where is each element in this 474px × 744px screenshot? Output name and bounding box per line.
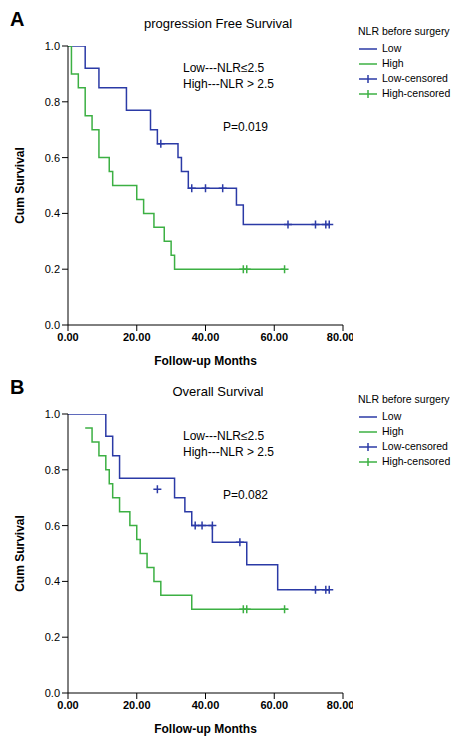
svg-text:60.00: 60.00: [260, 699, 288, 711]
html-text:High-censored: High-censored: [382, 455, 451, 467]
html-text:P=0.082: P=0.082: [223, 488, 268, 502]
html-text:High: High: [382, 57, 404, 69]
svg-text:0.4: 0.4: [45, 575, 60, 587]
svg-text:Follow-up Months: Follow-up Months: [154, 354, 257, 368]
html-text:A: A: [10, 8, 25, 30]
svg-text:Cum Survival: Cum Survival: [13, 515, 27, 592]
svg-text:0.8: 0.8: [45, 464, 60, 476]
html-text:High: High: [382, 425, 404, 437]
svg-text:0.6: 0.6: [45, 152, 60, 164]
svg-text:1.0: 1.0: [45, 40, 60, 52]
html-text:Overall Survival: Overall Survival: [172, 384, 264, 399]
html-text:Low-censored: Low-censored: [382, 72, 448, 84]
html-text:Low---NLR≤2.5: Low---NLR≤2.5: [183, 61, 265, 75]
svg-text:0.6: 0.6: [45, 520, 60, 532]
svg-text:0.2: 0.2: [45, 263, 60, 275]
svg-text:0.4: 0.4: [45, 207, 60, 219]
svg-text:0.0: 0.0: [45, 319, 60, 331]
svg-text:20.00: 20.00: [123, 699, 151, 711]
svg-text:80.00: 80.00: [327, 699, 353, 711]
html-text:High---NLR > 2.5: High---NLR > 2.5: [183, 445, 274, 459]
svg-text:0.0: 0.0: [45, 687, 60, 699]
svg-text:0.8: 0.8: [45, 96, 60, 108]
svg-text:1.0: 1.0: [45, 408, 60, 420]
html-text:High---NLR > 2.5: High---NLR > 2.5: [183, 77, 274, 91]
svg-text:0.00: 0.00: [57, 699, 78, 711]
html-text:Low-censored: Low-censored: [382, 440, 448, 452]
html-text:NLR before surgery: NLR before surgery: [358, 393, 450, 405]
html-text:P=0.019: P=0.019: [223, 120, 268, 134]
svg-text:80.00: 80.00: [327, 331, 353, 343]
html-text:High-censored: High-censored: [382, 87, 451, 99]
html-text:Low: Low: [382, 42, 402, 54]
html-text:Low: Low: [382, 410, 402, 422]
html-text:progression Free Survival: progression Free Survival: [143, 16, 293, 31]
html-text:Low---NLR≤2.5: Low---NLR≤2.5: [183, 429, 265, 443]
svg-text:Cum Survival: Cum Survival: [13, 147, 27, 224]
svg-text:20.00: 20.00: [123, 331, 151, 343]
html-text:NLR before surgery: NLR before surgery: [358, 25, 450, 37]
svg-text:0.2: 0.2: [45, 631, 60, 643]
svg-text:40.00: 40.00: [192, 699, 220, 711]
svg-text:0.00: 0.00: [57, 331, 78, 343]
svg-text:60.00: 60.00: [260, 331, 288, 343]
svg-text:Follow-up Months: Follow-up Months: [154, 722, 257, 736]
html-text:B: B: [10, 376, 25, 398]
svg-text:40.00: 40.00: [192, 331, 220, 343]
